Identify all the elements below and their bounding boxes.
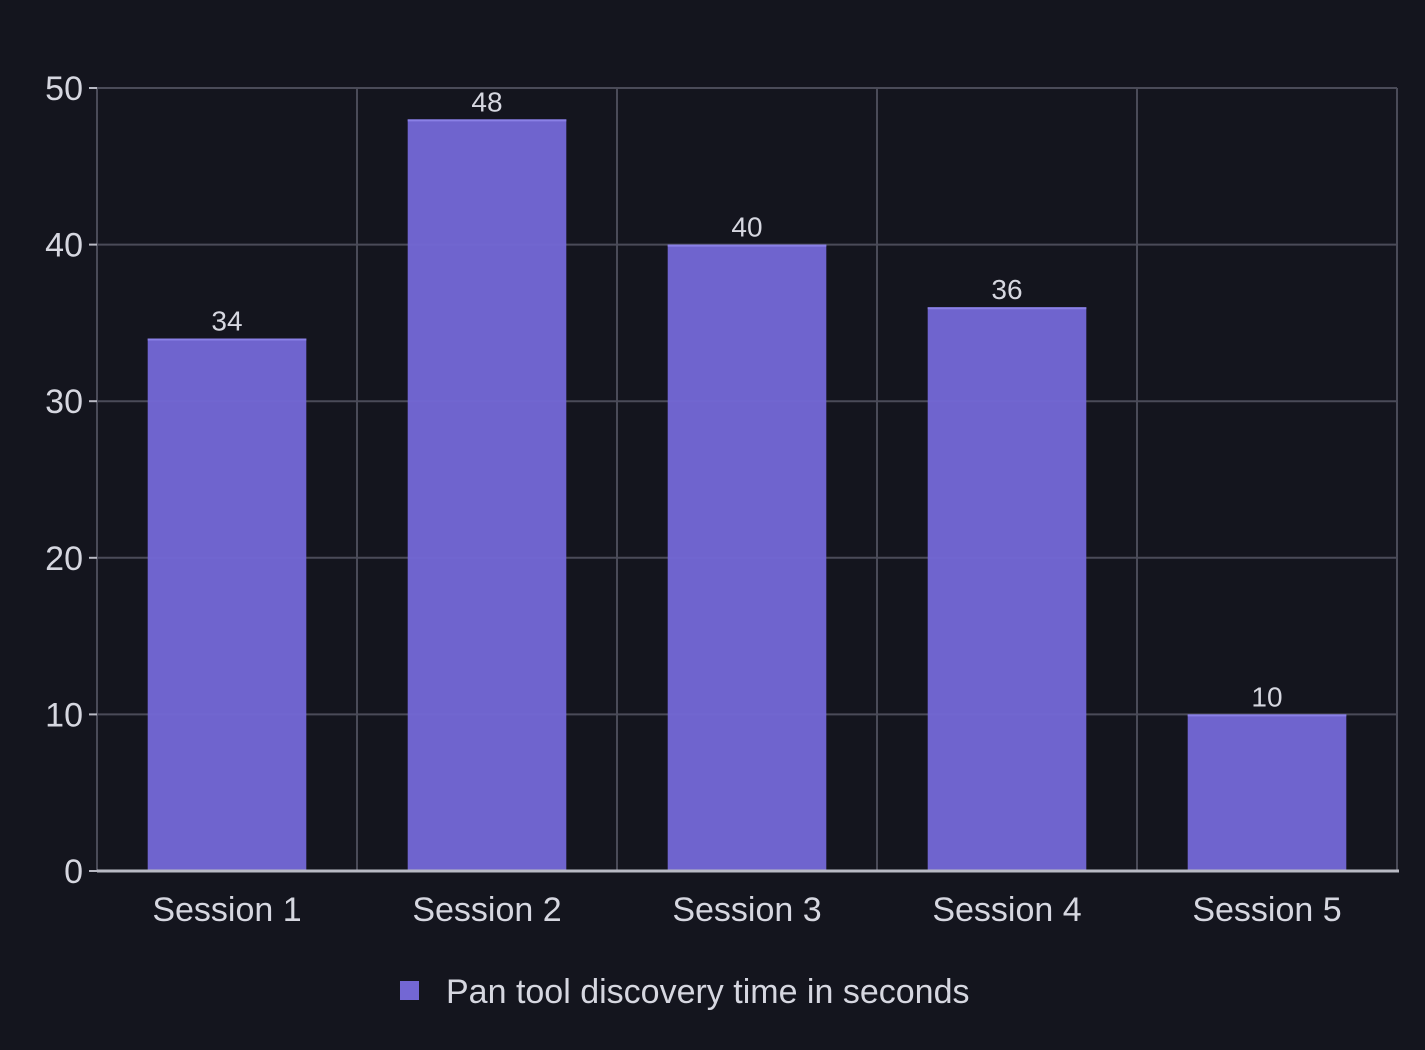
y-tick-label: 0 [64, 853, 83, 891]
legend-swatch [400, 981, 419, 1000]
bar[interactable] [147, 338, 307, 871]
y-tick-label: 40 [45, 227, 83, 265]
bar[interactable] [407, 119, 567, 871]
data-label: 48 [471, 86, 502, 117]
axes [89, 87, 1399, 873]
x-tick-label: Session 1 [152, 891, 301, 929]
labels: 34 48 40 36 10 0 10 20 30 40 50 Session 1 Session 2 S… [45, 70, 1341, 929]
y-tick-label: 20 [45, 540, 83, 578]
x-tick-label: Session 2 [412, 891, 561, 929]
legend-label: Pan tool discovery time in seconds [446, 973, 969, 1011]
x-tick-label: Session 5 [1192, 891, 1341, 929]
x-tick-label: Session 3 [672, 891, 821, 929]
legend[interactable]: Pan tool discovery time in seconds [400, 973, 969, 1011]
data-label: 10 [1251, 681, 1282, 712]
bar[interactable] [1187, 714, 1347, 871]
x-tick-label: Session 4 [932, 891, 1081, 929]
bars [147, 119, 1347, 872]
data-label: 40 [731, 212, 762, 243]
data-label: 36 [991, 274, 1022, 305]
bar[interactable] [667, 244, 827, 872]
data-label: 34 [211, 306, 242, 337]
bar[interactable] [927, 307, 1087, 871]
y-tick-label: 50 [45, 70, 83, 108]
y-tick-label: 30 [45, 383, 83, 421]
y-tick-label: 10 [45, 696, 83, 734]
